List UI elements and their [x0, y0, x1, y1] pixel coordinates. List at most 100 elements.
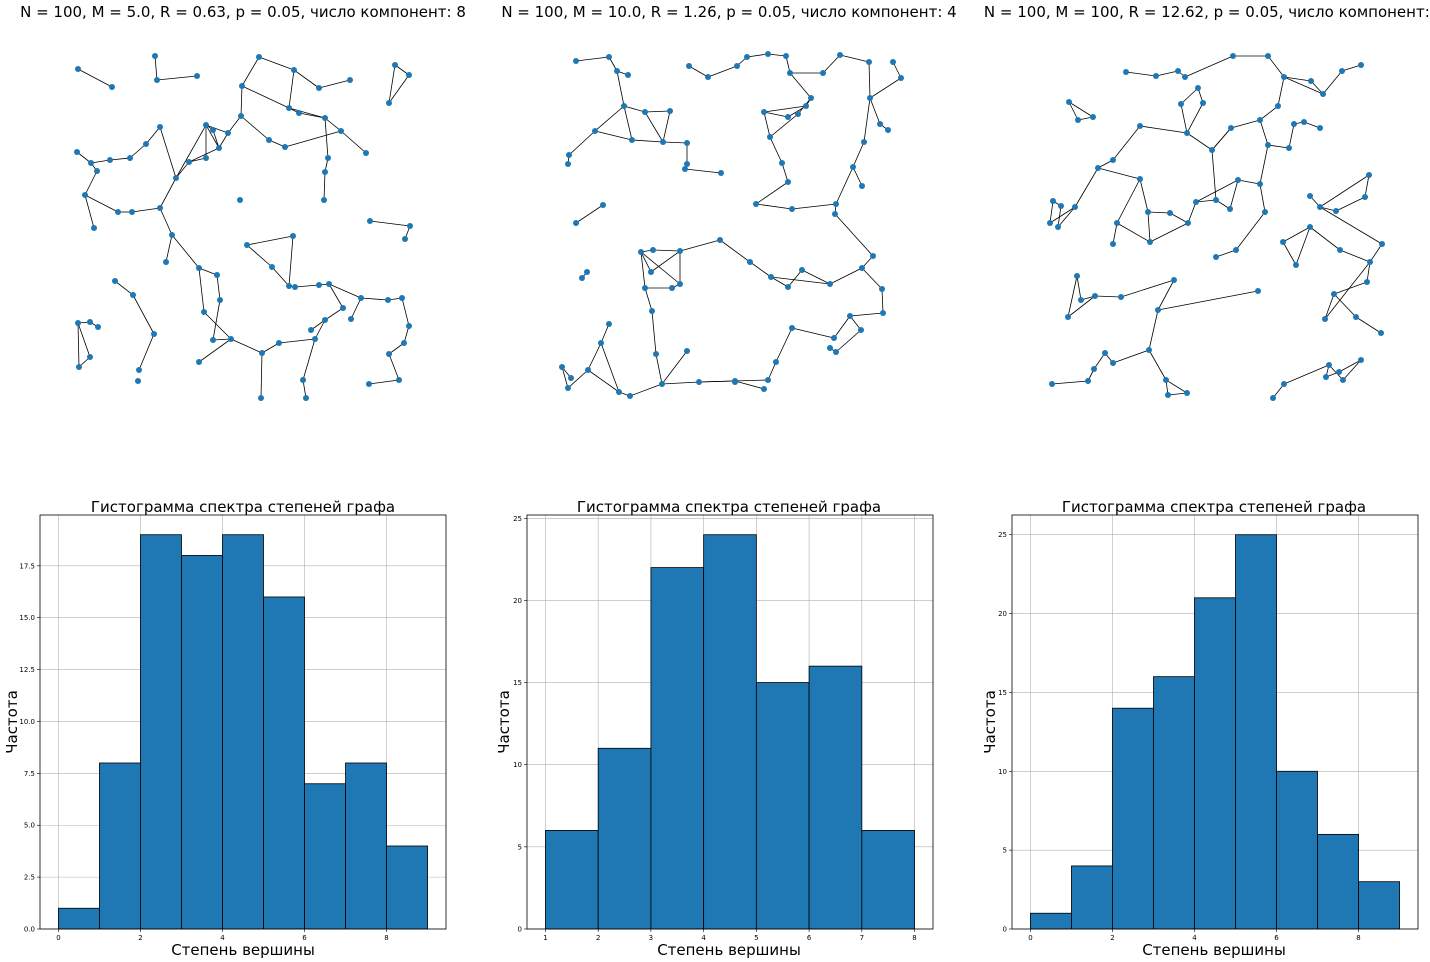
graph-node — [898, 75, 904, 81]
histogram-title-3: Гистограмма спектра степеней графа — [1062, 498, 1366, 516]
graph-node — [88, 160, 94, 166]
graph-node — [406, 323, 412, 329]
graph-edge — [839, 54, 870, 63]
x-tick-label: 8 — [912, 934, 916, 942]
x-tick-label: 2 — [138, 934, 142, 942]
graph-edge — [138, 333, 155, 371]
graph-node — [867, 95, 873, 101]
graph-edge — [156, 75, 198, 81]
graph-node — [614, 68, 620, 74]
graph-edge — [1282, 241, 1297, 266]
graph-node — [684, 140, 690, 146]
graph-edge — [861, 267, 883, 290]
graph-edge — [1324, 261, 1371, 320]
graph-edge — [388, 353, 400, 381]
graph-edge — [623, 105, 646, 113]
histogram-bar — [181, 555, 223, 930]
graph-node — [785, 284, 791, 290]
graph-edge — [1120, 279, 1175, 298]
graph-edge — [241, 85, 290, 109]
graph-edge — [791, 327, 835, 339]
graph-node — [734, 63, 740, 69]
graph-edge — [644, 287, 653, 312]
graph-node — [1353, 314, 1359, 320]
graph-edge — [1324, 293, 1335, 320]
graph-edge — [84, 194, 119, 213]
graph-node — [565, 385, 571, 391]
graph-node — [638, 249, 644, 255]
graph-node — [1233, 247, 1239, 253]
graph-node — [316, 282, 322, 288]
y-tick-label: 15 — [998, 689, 1007, 697]
graph-node — [214, 272, 220, 278]
graph-edge — [1322, 70, 1343, 95]
graph-edge — [212, 299, 221, 341]
graph-node — [1047, 220, 1053, 226]
graph-node — [312, 336, 318, 342]
graph-node — [789, 325, 795, 331]
network-title-3: N = 100, M = 100, R = 12.62, p = 0.05, ч… — [984, 3, 1430, 21]
graph-edge — [293, 69, 320, 89]
graph-node — [210, 127, 216, 133]
histogram-bar — [99, 762, 141, 930]
graph-edge — [84, 194, 95, 229]
graph-edge — [240, 115, 270, 141]
graph-node — [584, 269, 590, 275]
graph-node — [765, 377, 771, 383]
graph-node — [890, 59, 896, 65]
graph-edge — [1184, 55, 1234, 78]
graph-node — [1265, 53, 1271, 59]
graph-node — [322, 317, 328, 323]
histogram-bar — [1358, 881, 1400, 930]
graph-edge — [787, 269, 803, 288]
graph-node — [747, 259, 753, 265]
histogram-bar — [1194, 597, 1236, 930]
graph-node — [625, 72, 631, 78]
graph-edge — [1149, 222, 1189, 243]
graph-edge — [1067, 295, 1096, 318]
graph-node — [799, 267, 805, 273]
graph-node — [765, 51, 771, 57]
graph-node — [228, 336, 234, 342]
graph-node — [1147, 239, 1153, 245]
graph-node — [861, 139, 867, 145]
graph-node — [217, 297, 223, 303]
graph-node — [684, 348, 690, 354]
graph-node — [87, 354, 93, 360]
y-tick-label: 5 — [518, 843, 522, 851]
graph-node — [1078, 297, 1084, 303]
histogram-bar — [304, 783, 346, 930]
graph-edge — [1369, 243, 1383, 263]
graph-node — [717, 237, 723, 243]
graph-node — [266, 137, 272, 143]
graph-node — [127, 155, 133, 161]
graph-node — [74, 149, 80, 155]
graph-edge — [1235, 211, 1266, 251]
graph-edge — [288, 69, 295, 109]
graph-edge — [587, 342, 602, 371]
graph-edge — [594, 105, 625, 132]
graph-node — [1175, 68, 1181, 74]
graph-edge — [246, 235, 294, 246]
graph-node — [1362, 194, 1368, 200]
graph-edge — [1094, 295, 1122, 298]
graph-edge — [662, 141, 688, 144]
graph-edge — [241, 56, 260, 87]
graph-edge — [600, 323, 610, 344]
graph-node — [1230, 53, 1236, 59]
graph-node — [832, 211, 838, 217]
graph-node — [1228, 125, 1234, 131]
graph-edge — [661, 381, 700, 385]
network-title-2: N = 100, M = 10.0, R = 1.26, p = 0.05, ч… — [501, 3, 956, 21]
network-edges-3 — [1049, 55, 1383, 399]
graph-node — [585, 367, 591, 373]
graph-node — [1366, 172, 1372, 178]
graph-node — [115, 209, 121, 215]
graph-node — [1050, 198, 1056, 204]
x-tick-label: 1 — [543, 934, 547, 942]
y-tick-label: 0.0 — [24, 926, 35, 934]
histogram-bar — [1235, 534, 1277, 930]
graph-node — [173, 175, 179, 181]
graph-node — [1182, 74, 1188, 80]
x-tick-label: 7 — [860, 934, 864, 942]
